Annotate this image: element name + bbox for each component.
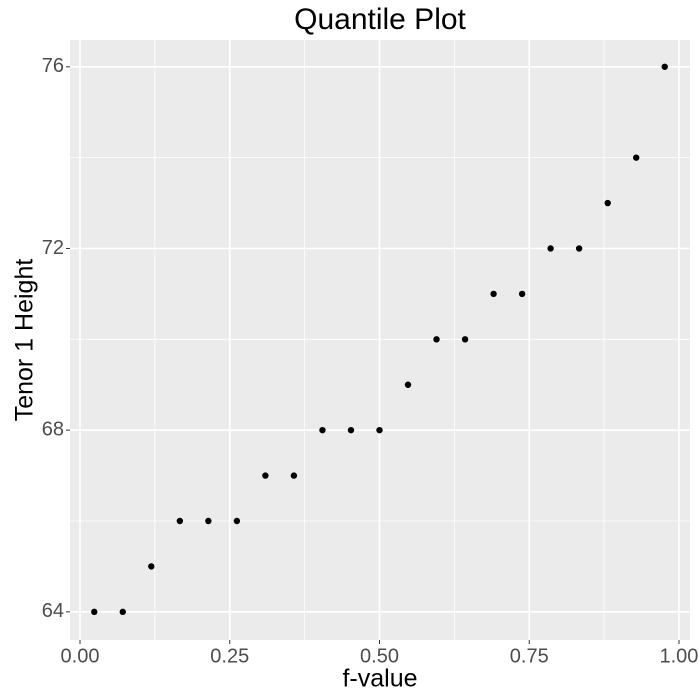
point bbox=[518, 290, 526, 298]
chart-title: Quantile Plot bbox=[294, 3, 466, 36]
x-tick-label: 0.00 bbox=[61, 645, 100, 667]
point bbox=[262, 472, 269, 479]
point bbox=[547, 245, 554, 252]
y-tick-label: 68 bbox=[42, 418, 64, 440]
point bbox=[119, 608, 126, 616]
point bbox=[604, 199, 611, 207]
point bbox=[575, 245, 583, 252]
point bbox=[433, 336, 440, 343]
point bbox=[347, 426, 355, 434]
point bbox=[290, 472, 298, 479]
x-tick-label: 1.00 bbox=[660, 645, 699, 667]
point bbox=[319, 426, 326, 434]
x-tick-label: 0.50 bbox=[360, 645, 399, 667]
point bbox=[461, 336, 469, 343]
y-tick-label: 76 bbox=[42, 55, 64, 77]
point bbox=[661, 63, 668, 70]
point bbox=[91, 608, 98, 616]
x-tick-label: 0.25 bbox=[210, 645, 249, 667]
point bbox=[148, 563, 155, 570]
x-tick-label: 0.75 bbox=[510, 645, 549, 667]
point bbox=[633, 154, 640, 161]
point bbox=[376, 426, 383, 434]
y-tick-label: 64 bbox=[42, 600, 64, 622]
point bbox=[205, 517, 212, 525]
point bbox=[176, 517, 184, 525]
x-axis-label: f-value bbox=[342, 665, 417, 693]
point bbox=[490, 290, 497, 298]
point bbox=[233, 517, 241, 525]
y-axis-label: Tenor 1 Height bbox=[11, 259, 39, 422]
point bbox=[404, 381, 412, 388]
y-tick-label: 72 bbox=[42, 237, 64, 259]
